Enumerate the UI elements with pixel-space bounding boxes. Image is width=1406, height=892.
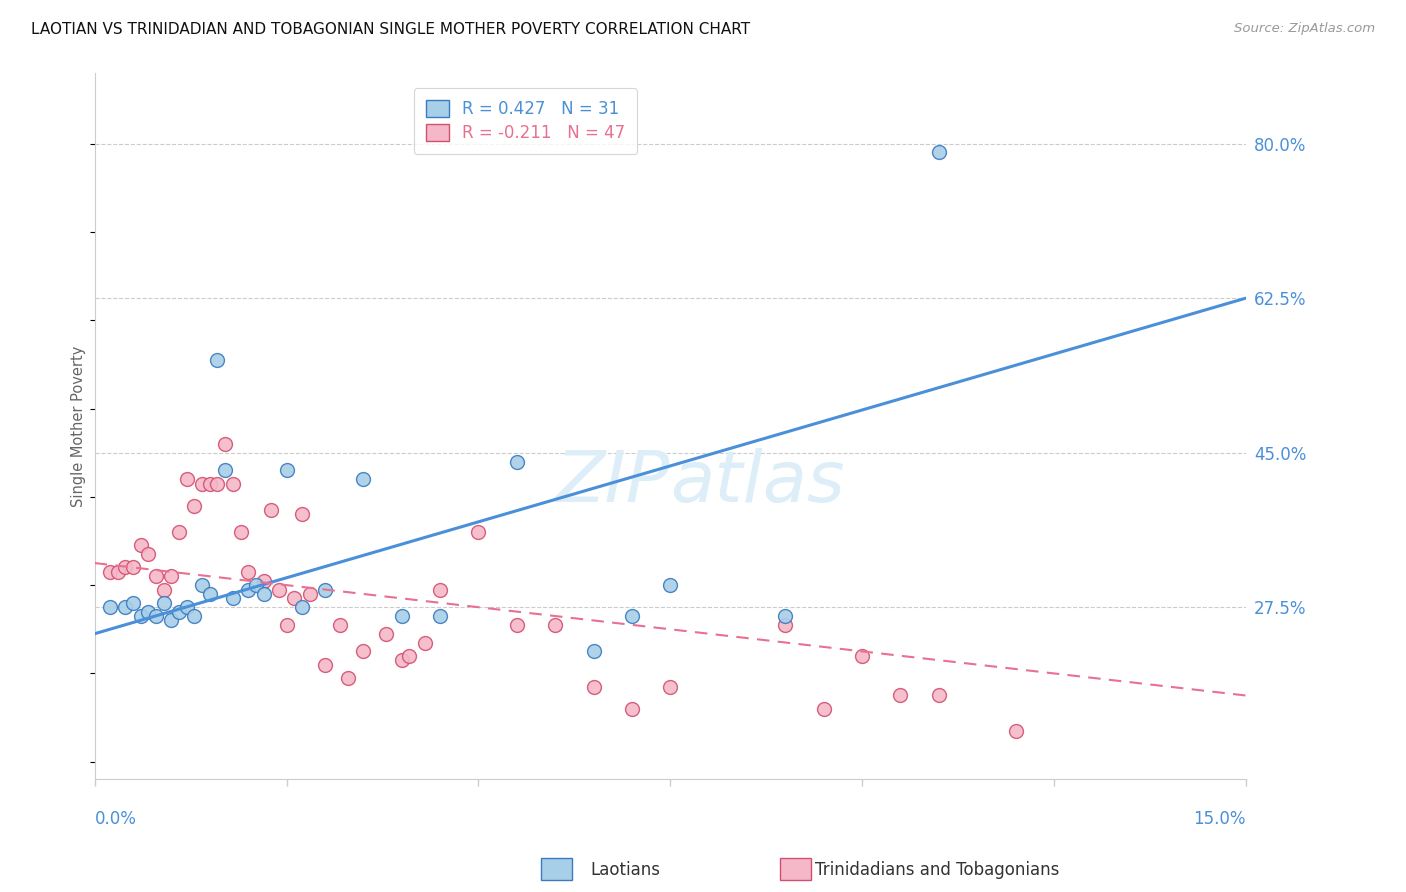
Point <box>659 578 682 592</box>
Point <box>207 353 229 368</box>
Point <box>620 702 643 716</box>
Point <box>329 618 352 632</box>
Point <box>167 605 190 619</box>
Point <box>214 437 236 451</box>
Point <box>152 596 174 610</box>
Point <box>298 587 321 601</box>
Point <box>252 587 274 601</box>
Point <box>267 582 290 597</box>
Text: 15.0%: 15.0% <box>1194 810 1246 828</box>
Point <box>152 582 174 597</box>
Point <box>138 605 160 619</box>
Point <box>138 547 160 561</box>
Point <box>252 574 274 588</box>
Point <box>191 476 214 491</box>
Text: 0.0%: 0.0% <box>94 810 136 828</box>
Point <box>238 565 260 579</box>
Point <box>122 596 145 610</box>
Point <box>429 582 451 597</box>
Point <box>207 476 229 491</box>
Point <box>276 463 298 477</box>
Point <box>506 454 529 468</box>
Point <box>467 525 489 540</box>
Point <box>352 472 374 486</box>
Point <box>283 591 305 606</box>
Point <box>775 609 797 624</box>
Point <box>506 618 529 632</box>
Point <box>260 503 283 517</box>
Point <box>245 578 267 592</box>
Point <box>291 508 314 522</box>
Point <box>928 689 950 703</box>
Point <box>191 578 214 592</box>
Point <box>314 582 336 597</box>
Point <box>813 702 835 716</box>
Point <box>183 499 205 513</box>
Point <box>145 609 167 624</box>
Point <box>238 582 260 597</box>
Point <box>222 476 245 491</box>
Point <box>352 644 374 658</box>
Point <box>98 600 121 615</box>
Point <box>107 565 129 579</box>
Point <box>659 680 682 694</box>
Point <box>145 569 167 583</box>
Text: Laotians: Laotians <box>591 861 661 879</box>
Point <box>129 538 152 552</box>
Point <box>391 609 413 624</box>
Point <box>391 653 413 667</box>
Point <box>1004 723 1026 738</box>
Point <box>582 680 605 694</box>
Point <box>176 472 198 486</box>
Point <box>176 600 198 615</box>
Text: atlas: atlas <box>671 448 845 517</box>
Point <box>114 600 136 615</box>
Point <box>122 560 145 574</box>
Point <box>851 648 873 663</box>
Point <box>214 463 236 477</box>
Point <box>167 525 190 540</box>
Text: Trinidadians and Tobagonians: Trinidadians and Tobagonians <box>815 861 1060 879</box>
Point <box>291 600 314 615</box>
Legend: R = 0.427   N = 31, R = -0.211   N = 47: R = 0.427 N = 31, R = -0.211 N = 47 <box>413 88 637 154</box>
Point <box>183 609 205 624</box>
Point <box>229 525 252 540</box>
Point <box>98 565 121 579</box>
Point <box>198 587 221 601</box>
Point <box>375 626 398 640</box>
Point <box>129 609 152 624</box>
Point <box>314 657 336 672</box>
Point <box>544 618 567 632</box>
Point <box>413 635 436 649</box>
Point <box>620 609 643 624</box>
Point <box>114 560 136 574</box>
Point <box>429 609 451 624</box>
Y-axis label: Single Mother Poverty: Single Mother Poverty <box>72 345 86 507</box>
Point <box>160 569 183 583</box>
Point <box>198 476 221 491</box>
Point <box>276 618 298 632</box>
Point <box>928 145 950 160</box>
Point <box>582 644 605 658</box>
Text: Source: ZipAtlas.com: Source: ZipAtlas.com <box>1234 22 1375 36</box>
Text: LAOTIAN VS TRINIDADIAN AND TOBAGONIAN SINGLE MOTHER POVERTY CORRELATION CHART: LAOTIAN VS TRINIDADIAN AND TOBAGONIAN SI… <box>31 22 749 37</box>
Point <box>775 618 797 632</box>
Point <box>889 689 911 703</box>
Text: ZIP: ZIP <box>555 448 671 517</box>
Point <box>160 614 183 628</box>
Point <box>398 648 420 663</box>
Point <box>336 671 359 685</box>
Point <box>222 591 245 606</box>
